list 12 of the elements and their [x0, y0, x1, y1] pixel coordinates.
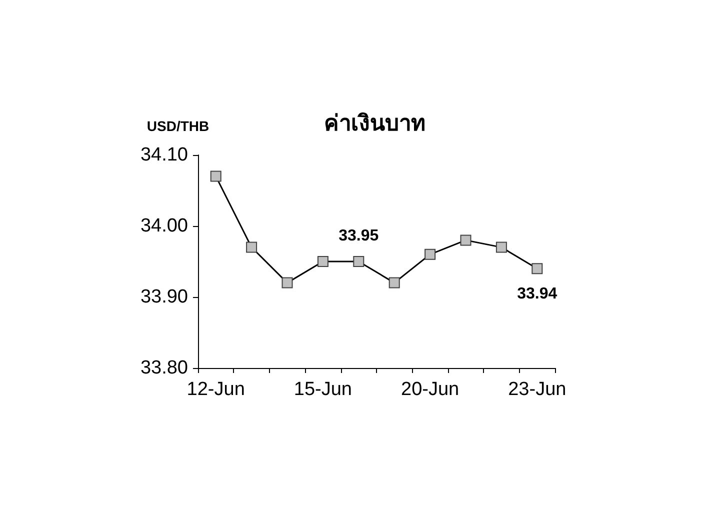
y-tick-label: 33.80	[140, 358, 188, 378]
y-axis-title: USD/THB	[146, 118, 210, 134]
data-label: 33.94	[517, 286, 558, 303]
x-tick-label: 20-Jun	[400, 379, 460, 400]
data-label: 33.95	[338, 228, 379, 244]
x-tick-label: 12-Jun	[186, 379, 245, 400]
x-tick-label: 23-Jun	[508, 379, 566, 400]
x-tick-label: 15-Jun	[294, 379, 352, 400]
y-tick-label: 33.90	[140, 286, 188, 308]
chart-title: ค่าเงินบาท	[324, 112, 426, 136]
y-tick-label: 34.10	[140, 144, 188, 166]
y-tick-label: 34.00	[140, 216, 188, 236]
